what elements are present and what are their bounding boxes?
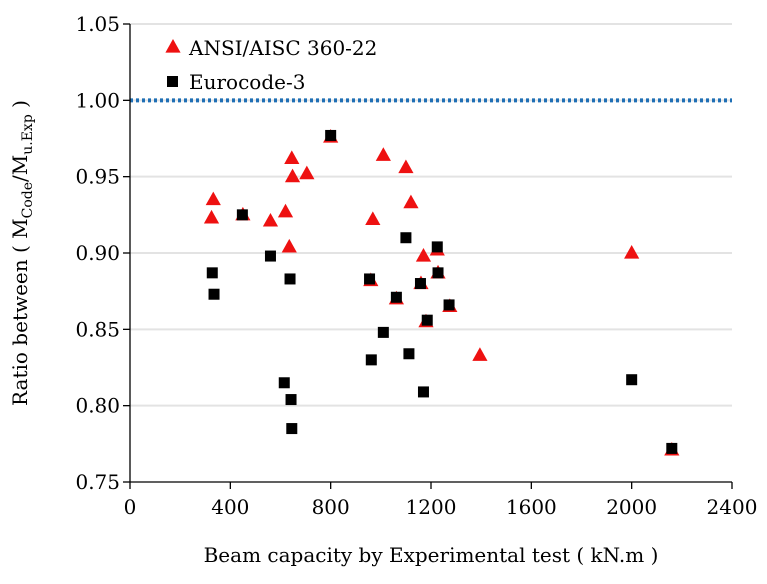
y-axis-title-mid: /M (8, 155, 32, 182)
data-point-triangle (284, 168, 301, 183)
data-point-square (626, 374, 638, 386)
y-axis-title-prefix: Ratio between ( M (8, 218, 32, 406)
data-point-square (421, 314, 433, 326)
data-point-triangle (277, 203, 294, 218)
data-point-square (264, 250, 276, 262)
y-axis-title-suffix: ) (8, 100, 32, 114)
x-tick-label: 2400 (707, 495, 758, 519)
data-point-square (284, 273, 296, 285)
data-point-square (208, 288, 220, 300)
x-tick-label: 0 (124, 495, 137, 519)
data-point-square (285, 394, 297, 406)
legend-label-eurocode: Eurocode-3 (189, 70, 305, 94)
y-tick-label: 0.95 (75, 165, 120, 189)
data-series (203, 128, 680, 456)
data-point-triangle (203, 209, 220, 224)
data-point-square (364, 273, 376, 285)
data-point-triangle (205, 191, 221, 206)
data-point-triangle (284, 150, 300, 164)
data-point-square (666, 442, 678, 454)
y-axis-title-sub2: u.Exp (20, 114, 36, 155)
data-point-triangle (375, 147, 391, 161)
data-point-triangle (281, 238, 297, 253)
data-point-triangle (472, 347, 488, 361)
data-point-square (414, 278, 426, 290)
data-point-triangle (415, 248, 432, 262)
data-point-triangle (299, 165, 315, 180)
data-point-square (390, 291, 402, 303)
y-axis-title-sub1: Code (20, 182, 36, 218)
legend-marker-square (167, 76, 178, 87)
y-tick-label: 0.75 (75, 470, 120, 494)
data-point-square (236, 209, 248, 221)
tick-labels: 0.75 0.80 0.85 0.90 0.95 1.00 1.05 0 400 800 1200 1… (75, 12, 757, 519)
y-tick-label: 1.05 (75, 12, 120, 36)
data-point-square (431, 241, 443, 253)
x-tick-label: 400 (211, 495, 249, 519)
legend: ANSI/AISC 360-22 Eurocode-3 (165, 36, 377, 94)
data-point-square (400, 232, 412, 244)
data-point-square (365, 354, 377, 366)
data-point-square (325, 129, 337, 141)
x-tick-label: 1200 (406, 495, 457, 519)
data-point-square (286, 423, 298, 435)
data-point-square (432, 267, 444, 279)
y-tick-label: 1.00 (75, 88, 120, 112)
data-point-square (443, 299, 455, 311)
data-point-square (417, 386, 429, 398)
x-tick-label: 1600 (506, 495, 557, 519)
data-point-square (377, 326, 389, 338)
legend-label-ansi-aisc: ANSI/AISC 360-22 (188, 36, 377, 60)
data-point-square (403, 348, 415, 360)
y-tick-label: 0.85 (75, 317, 120, 341)
y-tick-label: 0.80 (75, 394, 120, 418)
data-point-triangle (624, 245, 640, 259)
x-axis-title: Beam capacity by Experimental test ( kN.… (204, 543, 659, 567)
data-point-square (206, 267, 218, 279)
data-point-triangle (262, 212, 279, 227)
series-eurocode (206, 129, 678, 454)
x-tick-label: 2000 (606, 495, 657, 519)
y-tick-label: 0.90 (75, 241, 120, 265)
data-point-triangle (365, 211, 381, 226)
data-point-triangle (398, 159, 414, 174)
data-point-square (278, 377, 290, 389)
data-point-triangle (403, 194, 419, 209)
x-tick-label: 800 (312, 495, 350, 519)
legend-marker-triangle (165, 39, 181, 53)
y-axis-title: Ratio between ( MCode/Mu.Exp ) (8, 100, 36, 406)
